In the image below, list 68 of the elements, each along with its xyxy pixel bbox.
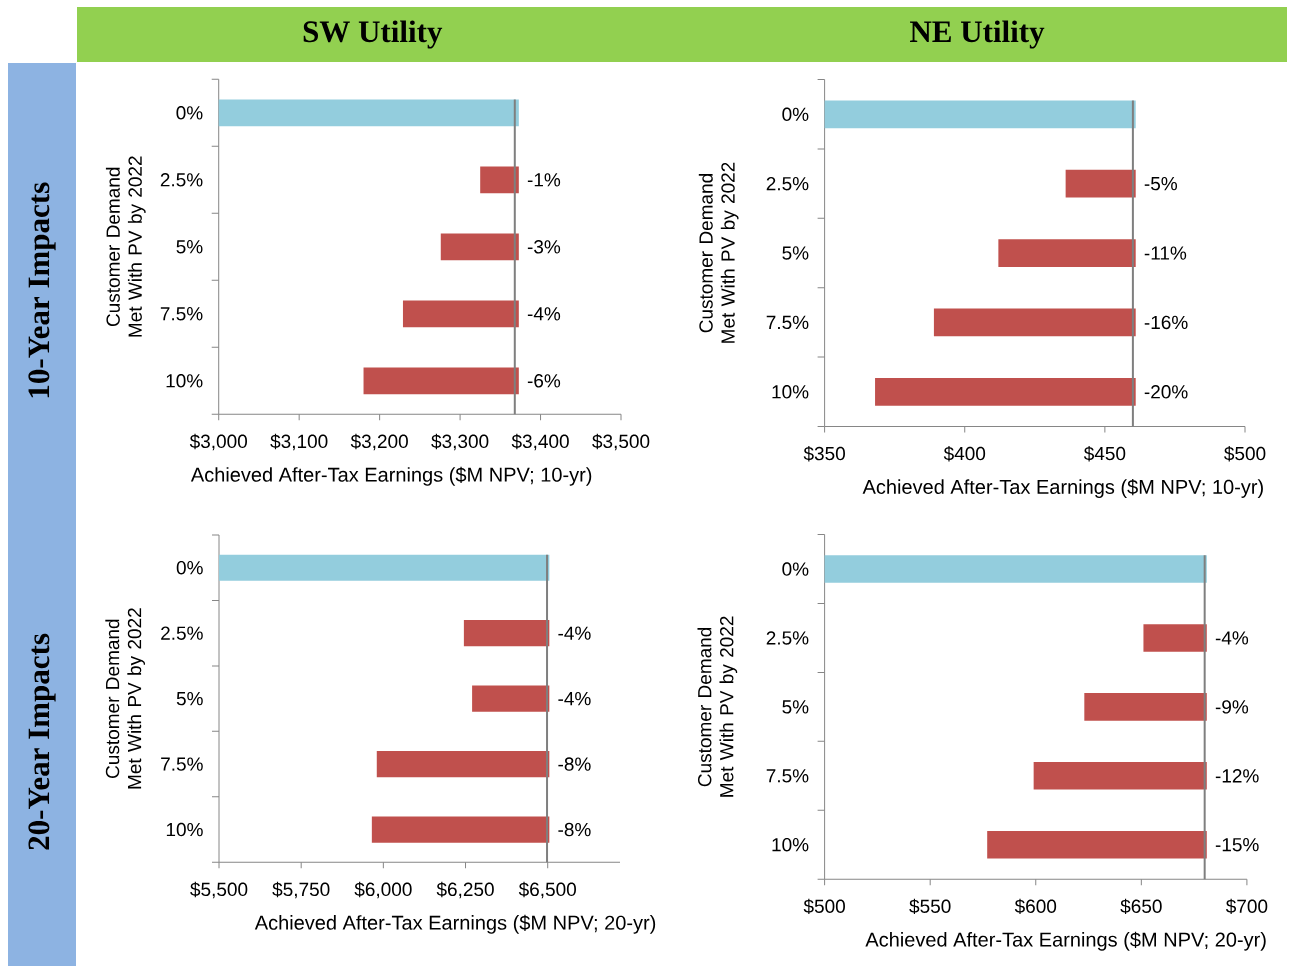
x-tick-label: $6,000 <box>354 881 412 899</box>
x-tick-label: $5,500 <box>190 881 248 899</box>
x-tick-label: $3,200 <box>350 433 408 451</box>
y-tick-label: 2.5% <box>161 626 203 640</box>
annotation: -3% <box>527 240 561 254</box>
x-tick-label: $550 <box>909 898 951 915</box>
x-tick-label: $350 <box>803 446 845 462</box>
annotation: -20% <box>1144 385 1188 399</box>
chart-title: NE Utility <box>910 20 1045 49</box>
x-tick-label: $3,500 <box>592 433 650 451</box>
y-axis-title: Customer Demand Met With PV by 2022 <box>105 608 146 789</box>
text: 20-Year Impacts <box>28 633 56 850</box>
y-tick-label: 2.5% <box>766 631 809 645</box>
y-tick-label: 2.5% <box>160 173 203 187</box>
text: 10-Year Impacts <box>28 182 56 398</box>
y-tick-label: 7.5% <box>766 769 809 783</box>
x-tick-label: $3,400 <box>511 433 569 451</box>
annotation: -8% <box>558 757 591 771</box>
y-axis-title: Customer Demand Met With PV by 2022 <box>698 162 739 343</box>
x-axis-title: Achieved After-Tax Earnings ($M NPV; 20-yr) <box>865 931 1266 951</box>
y-tick-label: 0% <box>176 106 203 120</box>
annotation: -9% <box>1215 700 1249 714</box>
annotation: -5% <box>1144 176 1178 191</box>
y-tick-label: 7.5% <box>160 307 203 321</box>
y-tick-label: 0% <box>176 561 203 575</box>
x-tick-label: $3,300 <box>431 433 489 451</box>
y-tick-label: 10% <box>166 822 203 837</box>
y-tick-label: 10% <box>166 374 203 388</box>
y-tick-label: 0% <box>782 107 809 122</box>
y-tick-label: 7.5% <box>161 757 203 771</box>
y-axis-title: Customer Demand Met With PV by 2022 <box>105 156 146 337</box>
y-tick-label: 5% <box>782 246 809 260</box>
x-tick-label: $400 <box>943 446 986 462</box>
x-axis-title: Achieved After-Tax Earnings ($M NPV; 20-yr) <box>254 914 656 934</box>
x-axis-title: Achieved After-Tax Earnings ($M NPV; 10-yr) <box>862 479 1263 498</box>
annotation: -4% <box>1215 631 1249 645</box>
x-tick-label: $3,000 <box>189 433 248 451</box>
annotation: -4% <box>527 307 561 321</box>
annotation: -1% <box>527 173 561 187</box>
annotation: -4% <box>558 626 591 640</box>
annotation: -4% <box>558 692 591 706</box>
x-tick-label: $5,750 <box>272 881 330 899</box>
annotation: -12% <box>1215 769 1259 783</box>
y-tick-label: 10% <box>772 838 809 852</box>
y-tick-label: 0% <box>782 562 809 576</box>
y-tick-label: 2.5% <box>766 176 809 191</box>
x-tick-label: $600 <box>1014 898 1057 915</box>
chart-title: SW Utility <box>303 20 443 49</box>
x-tick-label: $500 <box>803 898 845 915</box>
annotation: -6% <box>527 374 561 388</box>
y-tick-label: 5% <box>782 700 809 714</box>
y-tick-label: 7.5% <box>766 315 809 330</box>
y-tick-label: 5% <box>176 691 203 706</box>
annotation: -11% <box>1144 246 1187 260</box>
x-tick-label: $700 <box>1225 898 1268 915</box>
annotation: -15% <box>1215 838 1259 852</box>
x-tick-label: $6,500 <box>518 881 576 899</box>
x-tick-label: $450 <box>1083 446 1126 462</box>
x-axis-title: Achieved After-Tax Earnings ($M NPV; 10-yr) <box>190 466 592 486</box>
annotation: -16% <box>1144 315 1188 330</box>
x-tick-label: $500 <box>1224 446 1266 462</box>
x-tick-label: $3,100 <box>270 433 328 451</box>
y-axis-title: Customer Demand Met With PV by 2022 <box>697 616 738 797</box>
x-tick-label: $6,250 <box>436 881 494 899</box>
x-tick-label: $650 <box>1120 898 1162 915</box>
annotation: -8% <box>558 822 591 837</box>
y-tick-label: 5% <box>176 240 203 254</box>
y-tick-label: 10% <box>772 385 809 399</box>
